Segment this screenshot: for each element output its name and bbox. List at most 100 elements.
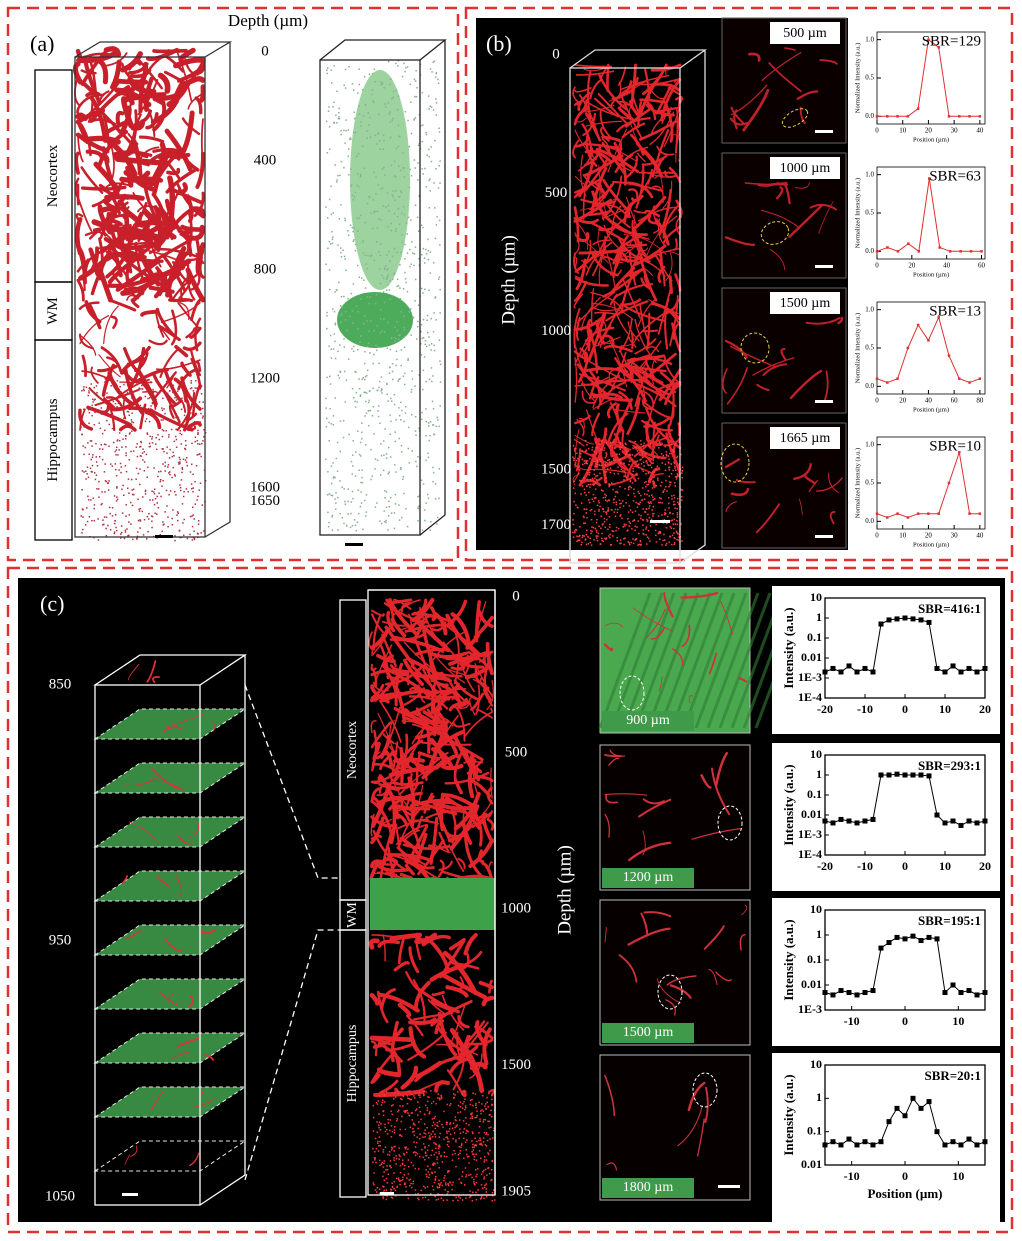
x-tick-label: -10 [857, 702, 873, 716]
dot [428, 289, 430, 292]
dot [346, 329, 348, 332]
dot [645, 508, 648, 510]
dot [382, 469, 385, 472]
dot [377, 1142, 379, 1145]
dot [470, 1113, 473, 1116]
dot [472, 1143, 474, 1146]
dot [327, 110, 330, 112]
vessel [640, 77, 681, 86]
dot [444, 1189, 446, 1191]
vessel-render [368, 932, 496, 1098]
vessel [371, 751, 381, 771]
region-label: WM [45, 297, 61, 325]
dot [665, 544, 667, 546]
vessel [464, 1048, 485, 1094]
depth-label: 1500 [501, 1057, 531, 1073]
dot [399, 1183, 401, 1186]
dot [652, 515, 654, 517]
dot [376, 502, 378, 504]
vessel [90, 366, 99, 384]
dot [446, 1132, 448, 1134]
dot [574, 462, 577, 464]
dot [428, 439, 431, 442]
vessel [376, 1067, 401, 1078]
vessel [658, 188, 672, 236]
dot [88, 411, 91, 414]
dot [350, 185, 352, 187]
dot [492, 1137, 494, 1139]
dot [353, 131, 355, 134]
vessel [573, 280, 588, 302]
dot [462, 1131, 465, 1133]
vessel-render [604, 749, 742, 862]
dot [87, 495, 89, 498]
dot [611, 509, 613, 511]
dot [144, 490, 147, 493]
dot [116, 440, 119, 442]
dot [160, 470, 162, 473]
vessel [76, 93, 104, 111]
dot [124, 531, 127, 533]
dot [429, 190, 431, 192]
dot [459, 1128, 461, 1130]
vessel [433, 651, 469, 659]
scale-bar [815, 265, 833, 268]
vessel [398, 773, 413, 796]
dot [332, 105, 334, 108]
dot [403, 1183, 406, 1185]
dot [328, 126, 331, 128]
dot [386, 393, 388, 396]
dot [351, 524, 354, 527]
dot [181, 471, 183, 474]
dot [327, 525, 330, 528]
dot [376, 1131, 379, 1133]
dot [360, 121, 362, 123]
vessel [130, 1145, 138, 1157]
x-tick-label: 0 [875, 397, 879, 405]
vessel [590, 292, 622, 309]
dot [328, 421, 330, 424]
dot [595, 537, 598, 539]
dot [84, 446, 86, 449]
vessel [402, 843, 450, 850]
dot [576, 535, 578, 537]
dot [194, 440, 196, 443]
vessel [478, 610, 494, 628]
dot [670, 527, 673, 529]
vessel-render [125, 768, 185, 791]
vessel [410, 759, 428, 781]
dot [611, 530, 614, 532]
plot-background [772, 743, 1000, 891]
dot [421, 140, 423, 143]
dot [489, 1149, 491, 1152]
vessel [414, 980, 431, 1011]
dot [439, 405, 441, 407]
dot [603, 520, 606, 523]
dot [94, 411, 96, 413]
vessel [407, 776, 416, 828]
dot [387, 1118, 389, 1121]
dot [676, 512, 679, 514]
dot [448, 1140, 450, 1143]
vessel [78, 301, 100, 311]
dot [674, 485, 676, 487]
dot [665, 486, 667, 488]
data-point [927, 339, 930, 342]
dot [627, 511, 630, 513]
dot [128, 492, 130, 494]
dot [360, 335, 362, 337]
dot [164, 470, 166, 472]
dot [652, 476, 654, 479]
dot [192, 490, 194, 493]
x-tick-label: 40 [976, 127, 984, 135]
dot [600, 515, 602, 517]
dot [426, 314, 429, 317]
vessel [481, 995, 495, 1007]
vessel [370, 613, 384, 634]
vessel [657, 265, 666, 283]
dot [615, 526, 618, 529]
fiber [658, 592, 712, 729]
dot [413, 1130, 415, 1133]
dot [396, 358, 398, 361]
data-point [916, 107, 920, 110]
